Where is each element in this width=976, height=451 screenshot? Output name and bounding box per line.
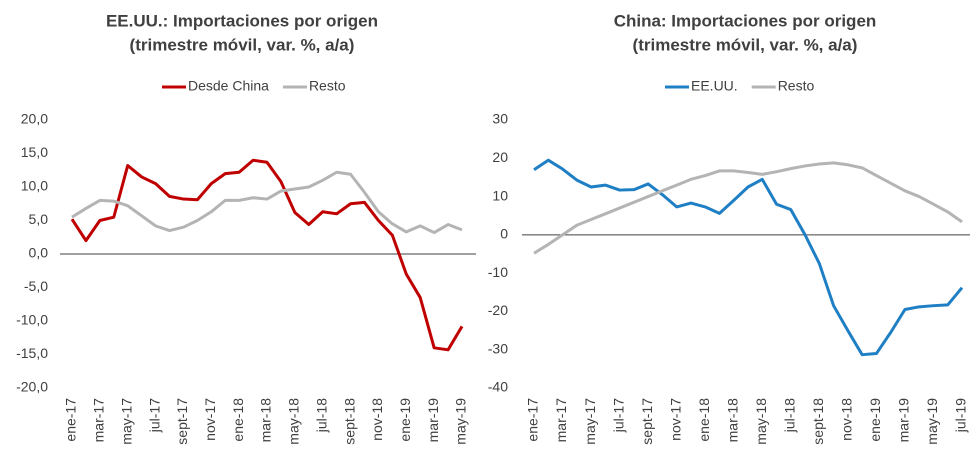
x-tick-label: ene-19	[397, 398, 413, 442]
x-tick-label: nov-18	[839, 398, 855, 441]
y-tick-label: 10	[492, 187, 508, 203]
series-line	[533, 161, 963, 255]
chart-title: (trimestre móvil, var. %, a/a)	[130, 35, 355, 54]
y-tick-label: 30	[492, 111, 508, 127]
x-tick-label: may-18	[753, 398, 769, 445]
y-tick-label: 20,0	[21, 111, 48, 127]
x-tick-label: ene-17	[525, 398, 541, 442]
x-tick-label: jul-19	[953, 398, 969, 433]
series-line	[533, 158, 964, 357]
legend-label: EE.UU.	[691, 78, 738, 94]
x-tick-label: ene-17	[63, 398, 79, 442]
x-tick-label: jul-17	[146, 398, 162, 433]
x-tick-label: may-17	[582, 398, 598, 445]
y-tick-label: -20,0	[16, 379, 48, 395]
x-tick-label: mar-18	[258, 398, 274, 443]
y-tick-label: -5,0	[24, 278, 48, 294]
y-tick-label: 10,0	[21, 178, 48, 194]
x-tick-label: sept-18	[341, 398, 357, 445]
chart-title: EE.UU.: Importaciones por origen	[106, 11, 378, 30]
y-tick-label: -40	[488, 379, 508, 395]
legend-label: Resto	[309, 78, 346, 94]
y-tick-label: -30	[488, 340, 508, 356]
y-tick-label: -20	[488, 302, 508, 318]
x-tick-label: mar-17	[553, 398, 569, 443]
chart-title: (trimestre móvil, var. %, a/a)	[633, 35, 858, 54]
x-tick-label: mar-17	[91, 398, 107, 443]
legend-label: Desde China	[188, 78, 269, 94]
x-tick-label: ene-19	[867, 398, 883, 442]
series-line	[71, 170, 463, 235]
x-tick-label: may-17	[118, 398, 134, 445]
series-line	[70, 158, 464, 352]
x-tick-label: sept-18	[810, 398, 826, 445]
x-tick-label: jul-18	[313, 398, 329, 433]
x-tick-label: mar-18	[724, 398, 740, 443]
x-tick-label: jul-18	[782, 398, 798, 433]
y-tick-label: 0	[500, 226, 508, 242]
x-tick-label: mar-19	[896, 398, 912, 443]
y-tick-label: -10	[488, 264, 508, 280]
y-tick-label: 0,0	[29, 245, 49, 261]
x-tick-label: ene-18	[696, 398, 712, 442]
x-tick-label: sept-17	[174, 398, 190, 445]
y-tick-label: 20	[492, 149, 508, 165]
x-tick-label: nov-17	[667, 398, 683, 441]
y-tick-label: -15,0	[16, 345, 48, 361]
x-tick-label: ene-18	[230, 398, 246, 442]
x-tick-label: mar-19	[425, 398, 441, 443]
x-tick-label: jul-17	[610, 398, 626, 433]
chart-title: China: Importaciones por origen	[614, 11, 877, 30]
x-tick-label: may-19	[453, 398, 469, 445]
legend-label: Resto	[778, 78, 815, 94]
x-tick-label: may-18	[286, 398, 302, 445]
x-tick-label: may-19	[924, 398, 940, 445]
x-tick-label: nov-17	[202, 398, 218, 441]
y-tick-label: 5,0	[29, 211, 49, 227]
x-tick-label: sept-17	[639, 398, 655, 445]
y-tick-label: -10,0	[16, 312, 48, 328]
y-tick-label: 15,0	[21, 144, 48, 160]
x-tick-label: nov-18	[369, 398, 385, 441]
